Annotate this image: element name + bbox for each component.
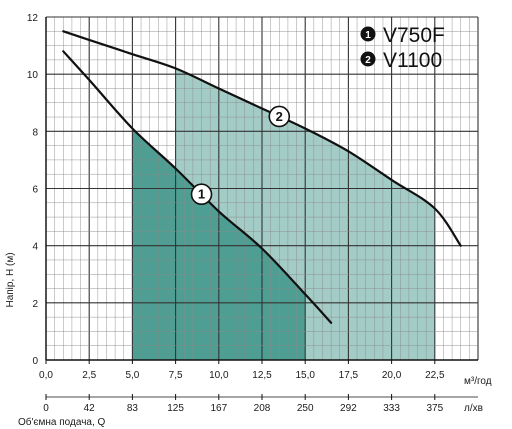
legend-marker-2-number: 2 <box>365 55 371 66</box>
legend-item-v1100: 2 V1100 <box>360 49 442 72</box>
y-tick-label: 8 <box>32 127 38 138</box>
x-tick-label: 10,0 <box>209 370 229 381</box>
x2-tick-label: 167 <box>210 403 227 414</box>
x-tick-label: 5,0 <box>125 370 139 381</box>
axes <box>45 17 478 400</box>
x-tick-label: 2,5 <box>82 370 96 381</box>
legend-marker-1-number: 1 <box>365 30 371 41</box>
x2-tick-label: 292 <box>340 403 357 414</box>
y-tick-label: 6 <box>32 185 38 196</box>
y-tick-label: 10 <box>27 70 39 81</box>
x-unit-label: м³/год <box>464 376 492 387</box>
y-tick-label: 0 <box>32 356 38 367</box>
curve-marker-2-label: 2 <box>276 109 283 124</box>
x2-tick-label: 333 <box>383 403 400 414</box>
x-tick-label: 12,5 <box>252 370 272 381</box>
x-tick-label: 7,5 <box>169 370 183 381</box>
x2-tick-label: 83 <box>127 403 139 414</box>
legend-marker-2-icon <box>360 51 376 67</box>
y-tick-label: 2 <box>32 299 38 310</box>
x-tick-label: 20,0 <box>382 370 402 381</box>
x2-tick-label: 375 <box>426 403 443 414</box>
curve-markers: 12 <box>190 105 291 206</box>
x-tick-label: 15,0 <box>295 370 315 381</box>
legend-label-v750f: V750F <box>383 24 445 47</box>
x2-tick-label: 42 <box>84 403 96 414</box>
y-tick-label: 12 <box>27 13 39 24</box>
grid <box>45 16 479 361</box>
x2-tick-label: 208 <box>254 403 271 414</box>
curve-marker-1-label: 1 <box>198 187 205 202</box>
legend-marker-1-icon <box>360 26 376 42</box>
legend-item-v750f: 1 V750F <box>360 24 445 47</box>
x2-tick-label: 0 <box>43 403 49 414</box>
legend: 1 V750F 2 V1100 <box>360 24 445 72</box>
x2-tick-label: 250 <box>297 403 314 414</box>
curve-marker-1-icon <box>190 183 213 206</box>
x2-tick-label: 125 <box>167 403 184 414</box>
y-tick-label: 4 <box>32 242 38 253</box>
x-tick-label: 0,0 <box>39 370 53 381</box>
curve-v1100 <box>62 30 462 247</box>
x2-unit-label: л/хв <box>464 403 483 414</box>
legend-label-v1100: V1100 <box>383 49 442 72</box>
curve-marker-2-icon <box>268 105 291 128</box>
x-tick-label: 17,5 <box>339 370 359 381</box>
y-axis-title: Напір, H (м) <box>5 252 16 307</box>
x-axis-title: Об'ємна подача, Q <box>18 416 106 428</box>
x-tick-label: 22,5 <box>425 370 445 381</box>
